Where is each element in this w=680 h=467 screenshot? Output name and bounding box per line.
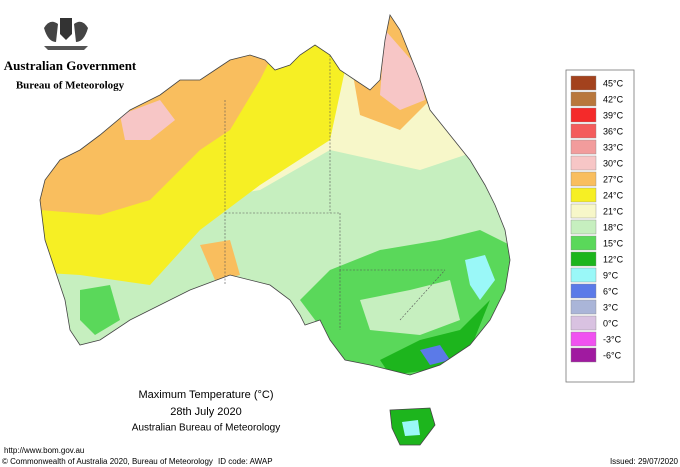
map-date: 28th July 2020 bbox=[170, 406, 242, 418]
legend-swatch bbox=[570, 267, 597, 283]
legend-swatch bbox=[570, 75, 597, 91]
legend-label: -6°C bbox=[603, 350, 622, 360]
legend-label: 30°C bbox=[603, 158, 624, 168]
legend: 45°C 42°C 39°C 36°C 33°C 30°C 27°C 24°C 21°C 18°C… bbox=[570, 75, 624, 363]
legend-label: 6°C bbox=[603, 286, 619, 296]
legend-swatch bbox=[570, 219, 597, 235]
url: http://www.bom.gov.au bbox=[4, 446, 84, 455]
issued: Issued: 29/07/2020 bbox=[610, 457, 679, 466]
header-title: Australian Government bbox=[4, 58, 137, 73]
legend-swatch bbox=[570, 299, 597, 315]
id-code: ID code: AWAP bbox=[218, 457, 273, 466]
legend-swatch bbox=[570, 315, 597, 331]
legend-label: 12°C bbox=[603, 254, 624, 264]
legend-swatch bbox=[570, 235, 597, 251]
legend-swatch bbox=[570, 171, 597, 187]
legend-label: 0°C bbox=[603, 318, 619, 328]
legend-swatch bbox=[570, 91, 597, 107]
legend-label: 3°C bbox=[603, 302, 619, 312]
legend-label: 24°C bbox=[603, 190, 624, 200]
legend-label: 21°C bbox=[603, 206, 624, 216]
legend-label: 9°C bbox=[603, 270, 619, 280]
legend-swatch bbox=[570, 347, 597, 363]
legend-label: -3°C bbox=[603, 334, 622, 344]
legend-label: 27°C bbox=[603, 174, 624, 184]
legend-swatch bbox=[570, 107, 597, 123]
map-source: Australian Bureau of Meteorology bbox=[132, 423, 280, 434]
legend-label: 18°C bbox=[603, 222, 624, 232]
legend-swatch bbox=[570, 187, 597, 203]
state-borders bbox=[224, 55, 446, 330]
map-title: Maximum Temperature (°C) bbox=[138, 389, 273, 401]
legend-swatch bbox=[570, 155, 597, 171]
legend-swatch bbox=[570, 283, 597, 299]
legend-label: 42°C bbox=[603, 94, 624, 104]
legend-label: 45°C bbox=[603, 78, 624, 88]
coastline bbox=[39, 13, 511, 376]
legend-swatch bbox=[570, 139, 597, 155]
legend-swatch bbox=[570, 331, 597, 347]
legend-label: 33°C bbox=[603, 142, 624, 152]
legend-label: 39°C bbox=[603, 110, 624, 120]
legend-swatch bbox=[570, 251, 597, 267]
copyright: © Commonwealth of Australia 2020, Bureau… bbox=[2, 457, 213, 466]
legend-swatch bbox=[570, 203, 597, 219]
legend-label: 15°C bbox=[603, 238, 624, 248]
legend-swatch bbox=[570, 123, 597, 139]
legend-label: 36°C bbox=[603, 126, 624, 136]
header-subtitle: Bureau of Meteorology bbox=[16, 80, 125, 92]
coat-of-arms bbox=[44, 18, 88, 50]
tasmania-cold bbox=[402, 420, 420, 436]
